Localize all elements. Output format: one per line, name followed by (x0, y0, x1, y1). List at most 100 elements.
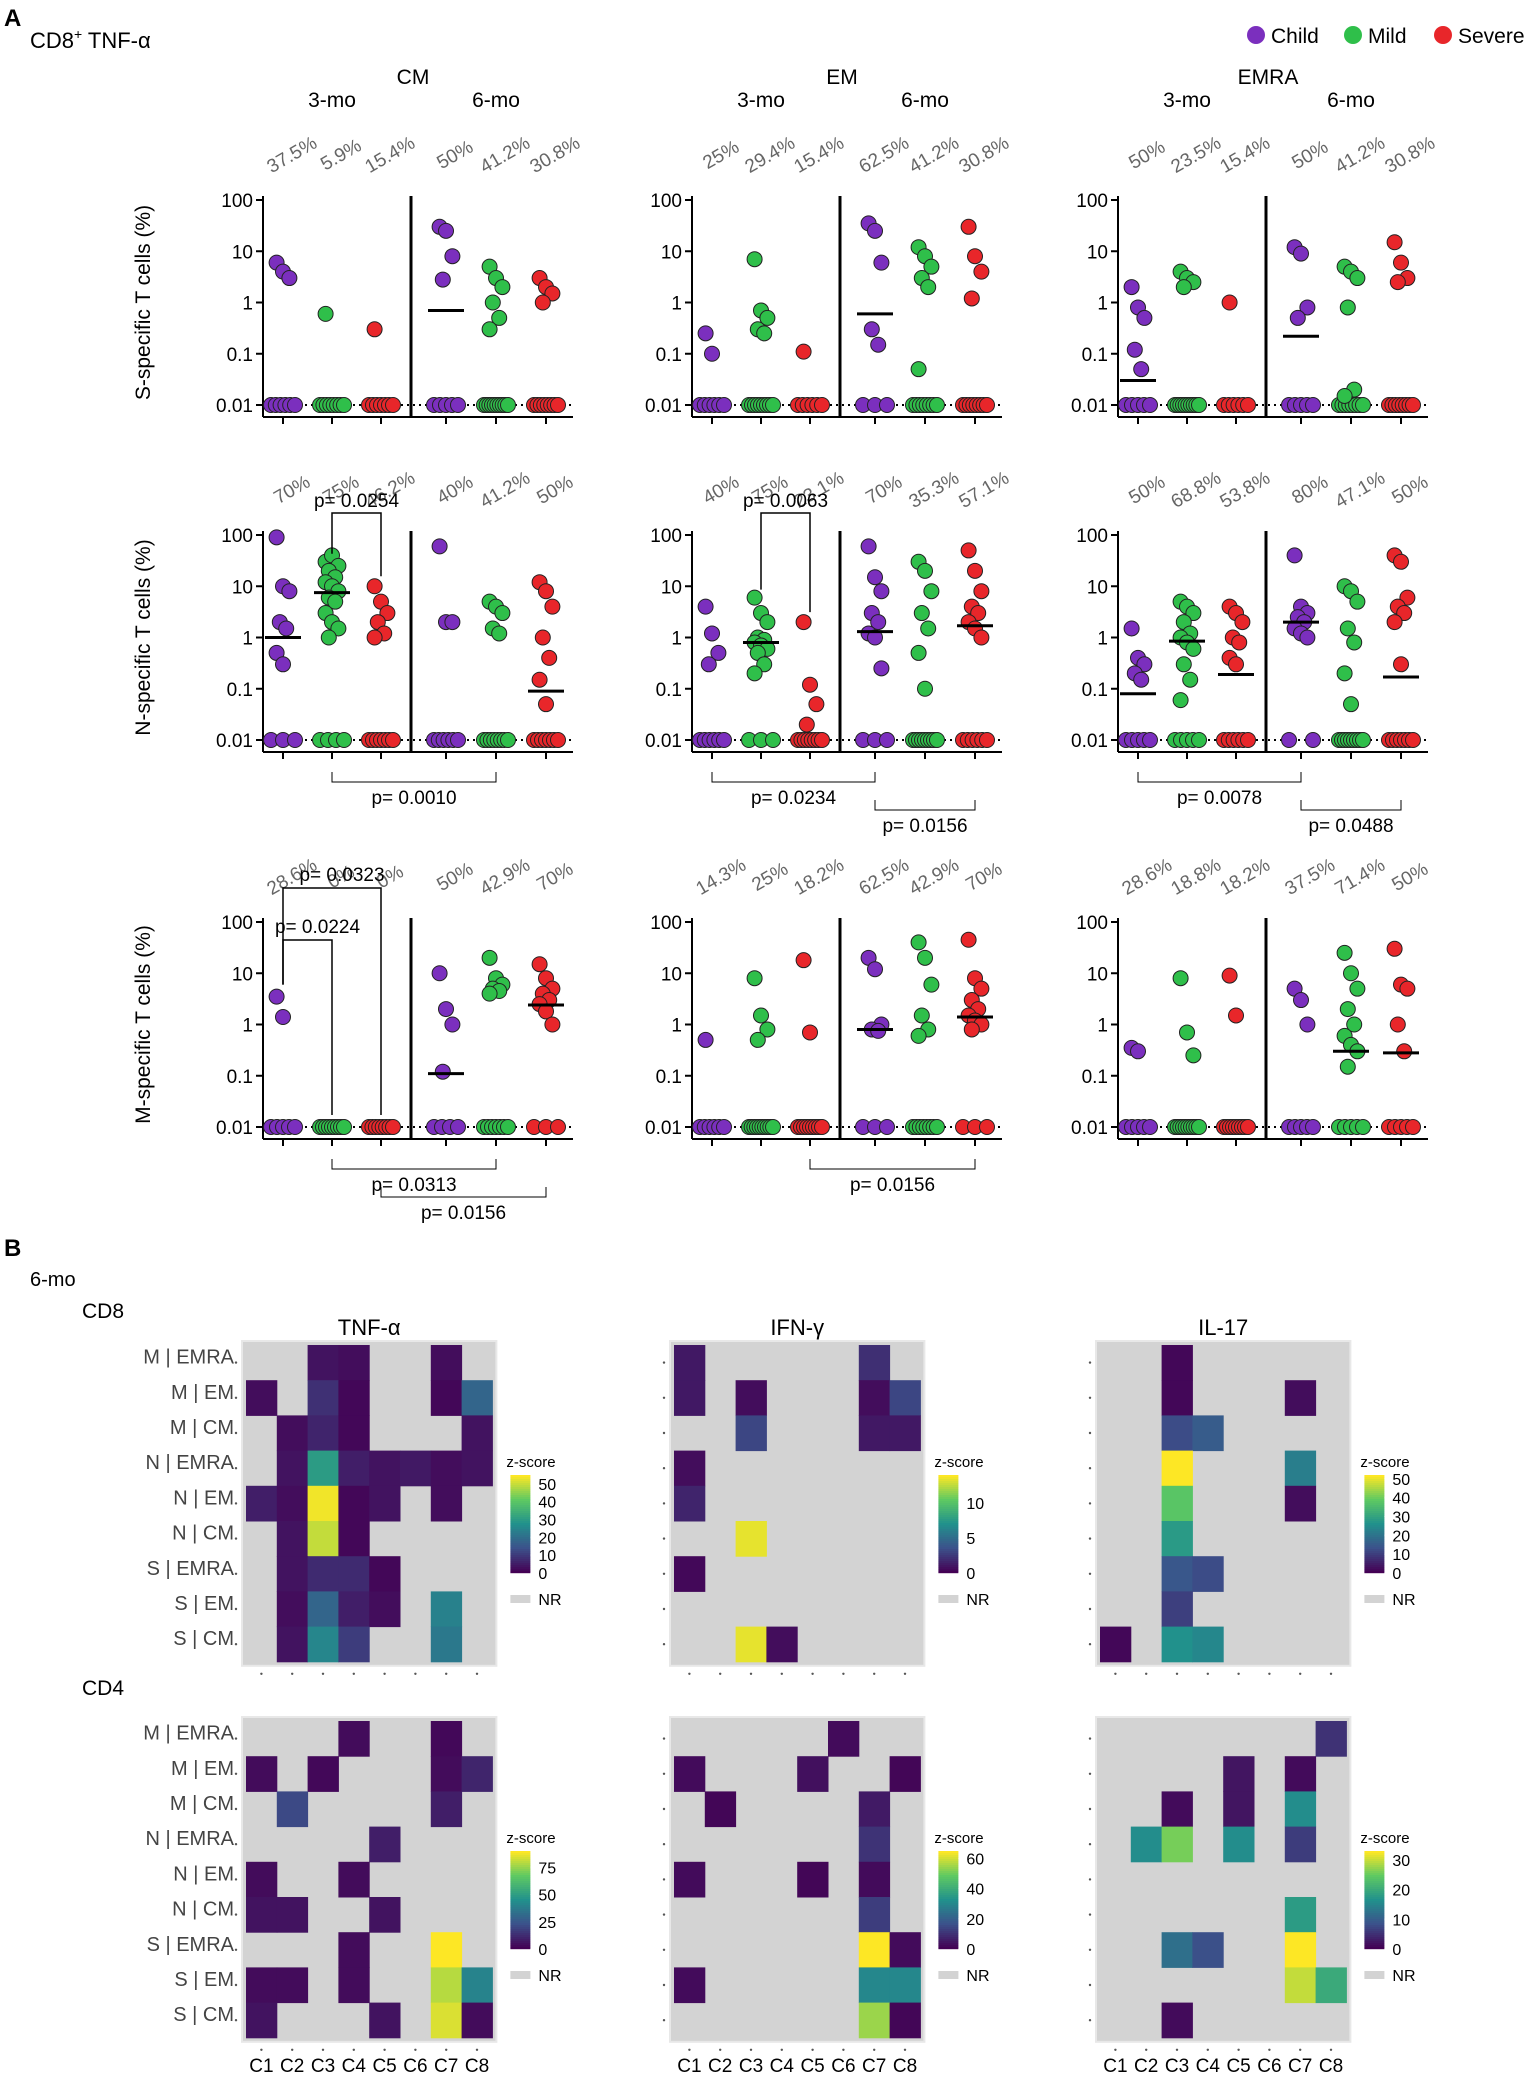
y-tick-mark (662, 1983, 666, 1987)
colorbar-segment (510, 1915, 531, 1918)
data-point-baseline (1142, 397, 1158, 413)
data-point (867, 961, 883, 978)
data-point (444, 248, 461, 265)
heatmap-col-label: C3 (1165, 2056, 1189, 2074)
data-point-baseline (814, 1119, 830, 1135)
heatmap-cell (430, 1932, 463, 1968)
pct-label: 50% (1126, 137, 1170, 174)
data-point (1386, 234, 1403, 251)
heatmap-cell (858, 1967, 891, 2004)
legend: Child Mild Severe (1247, 25, 1525, 48)
colorbar-segment (510, 1495, 531, 1498)
heatmap-cell (276, 1791, 309, 1828)
cell-type-label-cd4: CD4 (82, 1677, 124, 1700)
heatmap-row-label: M | EMRA (143, 1723, 234, 1745)
colorbar-segment (938, 1517, 959, 1520)
colorbar-segment (1364, 1517, 1385, 1520)
colorbar-segment (1364, 1859, 1385, 1862)
y-tick-mark (662, 1772, 666, 1776)
heatmap-cell (430, 2002, 463, 2039)
y-tick-mark (234, 1607, 238, 1611)
heatmap-cell (1284, 1791, 1317, 1828)
heatmap-cell (1284, 1485, 1317, 1522)
heatmap-cell (246, 1756, 278, 1792)
heatmap-cell (369, 1897, 401, 1933)
colorbar-tick-label: 25 (538, 1915, 556, 1932)
colorbar-segment (510, 1891, 531, 1894)
colorbar-segment (938, 1527, 959, 1530)
heatmap-col-label: C4 (770, 2056, 795, 2074)
colorbar-segment (938, 1489, 959, 1492)
colorbar-segment (510, 1481, 531, 1484)
colorbar-segment (1364, 1947, 1385, 1950)
colorbar-segment (1364, 1563, 1385, 1566)
heatmap-col-label: C6 (831, 2056, 855, 2074)
data-point-baseline (1142, 732, 1158, 748)
colorbar-segment (938, 1859, 959, 1862)
data-point (1393, 254, 1409, 271)
colorbar-segment (938, 1901, 959, 1904)
y-tick-mark (662, 1467, 666, 1470)
significance-bracket (282, 887, 382, 1115)
colorbar-segment (1364, 1863, 1385, 1866)
y-tick-mark (1088, 1467, 1092, 1470)
heatmap-cell (889, 2002, 921, 2039)
heatmap-col-label: C2 (280, 2056, 304, 2074)
data-point (1179, 1024, 1195, 1041)
colorbar-segment (1364, 1503, 1385, 1506)
heatmap-cell (461, 2002, 493, 2039)
colorbar-segment (1364, 1885, 1385, 1888)
heatmap-cell (246, 1485, 278, 1522)
y-tick-label: 0.01 (216, 1118, 253, 1139)
heatmap-cell (1161, 1591, 1193, 1628)
colorbar-segment (938, 1543, 959, 1546)
x-tick-mark (1145, 1672, 1148, 1676)
colorbar-segment (510, 1907, 531, 1910)
data-point-baseline (287, 397, 303, 413)
colorbar-segment (1364, 1553, 1385, 1556)
colorbar-segment (510, 1901, 531, 1904)
y-tick-mark (662, 1807, 666, 1811)
colorbar-segment (938, 1851, 959, 1854)
colorbar-segment (1364, 1497, 1385, 1500)
heatmap-row-label: N | EMRA (145, 1452, 234, 1474)
colorbar-segment (510, 1867, 531, 1870)
colorbar-segment (1364, 1903, 1385, 1906)
y-axis-label-row-1: N-specific T cells (%) (132, 539, 155, 735)
data-point (1126, 341, 1143, 358)
y-tick-mark (662, 1737, 666, 1740)
colorbar-segment (938, 1909, 959, 1912)
colorbar-segment (938, 1941, 959, 1944)
colorbar-segment (1364, 1515, 1385, 1518)
heatmap-row-label: M | EMRA (143, 1347, 234, 1369)
heatmap-cell (1130, 1826, 1163, 1863)
data-point-baseline (879, 397, 895, 413)
significance-bracket (380, 1187, 547, 1198)
y-tick-label: 100 (221, 191, 253, 212)
data-point (1228, 1007, 1244, 1024)
colorbar-segment (1364, 1857, 1385, 1860)
y-tick-label: 10 (661, 964, 682, 985)
y-tick-mark (234, 1431, 238, 1435)
heatmap-row-label: S | CM (173, 2004, 234, 2026)
scatter-panel-r2c1: 14.3%25%18.2% 62.5%42.9% 70% 100 10 1 0.1 0.01 p… (645, 855, 1006, 1196)
colorbar-segment (1364, 1931, 1385, 1934)
significance-bracket (711, 772, 876, 783)
data-point (534, 629, 551, 646)
y-tick-label: 0.1 (1082, 1067, 1108, 1088)
colorbar-segment (938, 1897, 959, 1900)
heatmap-cd4-1: C1 C2 C3 C4 C5 C6 C7 C8 z-score 60 40 20 0 NR (662, 1716, 990, 2074)
data-point-baseline (1355, 732, 1371, 748)
p-value-label: p= 0.0323 (299, 865, 384, 886)
heatmap-cell (735, 1415, 767, 1452)
heatmap-row-label: S | EMRA (147, 1558, 235, 1580)
colorbar-segment (938, 1487, 959, 1490)
heatmap-row-label: M | CM (170, 1793, 234, 1815)
colorbar-segment (510, 1879, 531, 1882)
data-point (1299, 629, 1316, 646)
heatmap-cell (430, 1380, 463, 1416)
colorbar-segment (510, 1549, 531, 1552)
heatmap-cell (797, 1861, 829, 1898)
pct-label: 37.5% (264, 133, 321, 178)
